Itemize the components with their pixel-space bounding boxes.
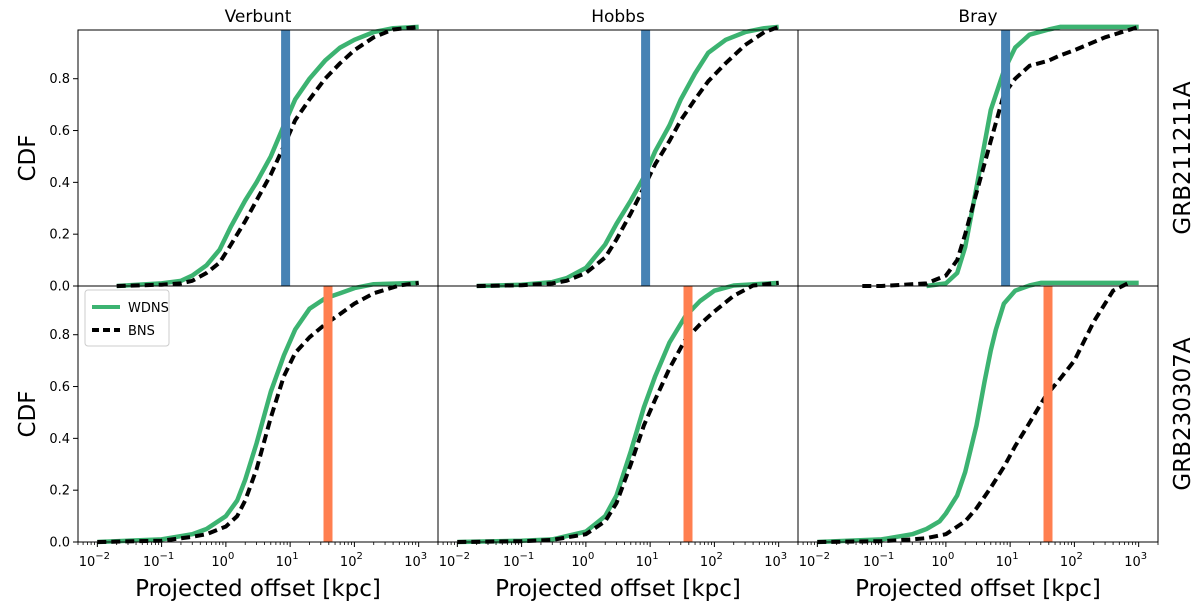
series-bns-grb211211a-bray bbox=[862, 24, 1140, 288]
y-tick-label-grb211211a-verbunt-0: 0.0 bbox=[49, 280, 70, 295]
x-tick-label-grb230307a-hobbs-5: 103 bbox=[764, 551, 787, 570]
y-axis-label-bottom: CDF bbox=[15, 391, 41, 438]
x-tick-label-grb230307a-hobbs-1: 10−1 bbox=[503, 551, 534, 570]
y-tick-label-grb211211a-verbunt-2: 0.4 bbox=[49, 176, 70, 191]
y-tick-label-grb211211a-verbunt-3: 0.6 bbox=[49, 124, 70, 139]
legend: WDNS BNS bbox=[84, 289, 170, 347]
x-tick-label-grb230307a-verbunt-3: 101 bbox=[276, 551, 299, 570]
x-tick-label-grb230307a-verbunt-5: 103 bbox=[404, 551, 427, 570]
series-wdns-grb230307a-verbunt bbox=[97, 280, 419, 545]
offset-marker-grb211211a-bray bbox=[1001, 30, 1011, 286]
y-tick-label-grb230307a-verbunt-3: 0.6 bbox=[49, 380, 70, 395]
x-axis-label-hobbs: Projected offset [kpc] bbox=[495, 576, 741, 602]
x-tick-label-grb230307a-hobbs-4: 102 bbox=[700, 551, 723, 570]
x-axis-label-bray: Projected offset [kpc] bbox=[855, 576, 1101, 602]
series-wdns-grb230307a-bray bbox=[817, 280, 1139, 545]
offset-marker-grb230307a-bray bbox=[1043, 286, 1053, 542]
offset-marker-grb211211a-verbunt bbox=[281, 30, 291, 286]
y-tick-label-grb230307a-verbunt-4: 0.8 bbox=[49, 328, 70, 343]
column-title-bray: Bray bbox=[958, 7, 997, 27]
row-label-grb230307a: GRB230307A bbox=[1170, 337, 1196, 490]
legend-frame bbox=[84, 289, 170, 347]
offset-marker-grb211211a-hobbs bbox=[641, 30, 651, 286]
series-bns-grb230307a-verbunt bbox=[97, 280, 419, 544]
y-tick-label-grb211211a-verbunt-1: 0.2 bbox=[49, 228, 70, 243]
column-title-hobbs: Hobbs bbox=[591, 7, 645, 27]
legend-bns-label: BNS bbox=[128, 324, 155, 339]
x-tick-label-grb230307a-verbunt-2: 100 bbox=[211, 551, 234, 570]
panel-frame-grb211211a-verbunt bbox=[77, 29, 439, 287]
panel-grb230307a-hobbs: 10−2 10−1 100 101 102 103 bbox=[437, 280, 799, 570]
panels-layer: 0.00.20.40.60.80.00.20.40.60.810−2 10−1 10… bbox=[49, 24, 1159, 570]
panel-frame-grb230307a-bray bbox=[797, 285, 1159, 543]
row-label-grb211211a: GRB211211A bbox=[1170, 81, 1196, 234]
series-bns-grb230307a-hobbs bbox=[457, 280, 779, 544]
panel-frame-grb211211a-hobbs bbox=[437, 29, 799, 287]
x-tick-label-grb230307a-hobbs-2: 100 bbox=[571, 551, 594, 570]
x-tick-label-grb230307a-bray-0: 10−2 bbox=[799, 551, 830, 570]
x-axis-label-verbunt: Projected offset [kpc] bbox=[135, 576, 381, 602]
x-tick-label-grb230307a-verbunt-4: 102 bbox=[340, 551, 363, 570]
series-bns-grb211211a-hobbs bbox=[476, 25, 780, 288]
x-tick-label-grb230307a-verbunt-0: 10−2 bbox=[79, 551, 110, 570]
x-tick-label-grb230307a-bray-1: 10−1 bbox=[863, 551, 894, 570]
y-tick-label-grb230307a-verbunt-1: 0.2 bbox=[49, 484, 70, 499]
column-title-verbunt: Verbunt bbox=[225, 7, 292, 27]
series-wdns-grb211211a-verbunt bbox=[116, 24, 419, 289]
legend-wdns-label: WDNS bbox=[128, 301, 169, 316]
series-bns-grb230307a-bray bbox=[817, 281, 1130, 544]
x-tick-label-grb230307a-bray-4: 102 bbox=[1060, 551, 1083, 570]
y-axis-label-top: CDF bbox=[15, 135, 41, 182]
x-tick-label-grb230307a-hobbs-0: 10−2 bbox=[439, 551, 470, 570]
panel-grb211211a-verbunt: 0.0 0.2 0.4 0.6 0.8 bbox=[49, 24, 439, 295]
series-bns-grb211211a-verbunt bbox=[116, 24, 419, 288]
offset-marker-grb230307a-hobbs bbox=[683, 286, 693, 542]
x-tick-label-grb230307a-bray-3: 101 bbox=[996, 551, 1019, 570]
x-tick-label-grb230307a-bray-2: 100 bbox=[931, 551, 954, 570]
y-tick-label-grb230307a-verbunt-0: 0.0 bbox=[49, 536, 70, 551]
x-tick-label-grb230307a-verbunt-1: 10−1 bbox=[143, 551, 174, 570]
series-wdns-grb211211a-hobbs bbox=[476, 24, 779, 289]
y-tick-label-grb230307a-verbunt-2: 0.4 bbox=[49, 432, 70, 447]
panel-frame-grb211211a-bray bbox=[797, 29, 1159, 287]
offset-marker-grb230307a-verbunt bbox=[323, 286, 333, 542]
x-tick-label-grb230307a-hobbs-3: 101 bbox=[636, 551, 659, 570]
panel-grb211211a-bray bbox=[797, 24, 1159, 289]
y-tick-label-grb211211a-verbunt-4: 0.8 bbox=[49, 72, 70, 87]
x-tick-label-grb230307a-bray-5: 103 bbox=[1124, 551, 1147, 570]
panel-grb211211a-hobbs bbox=[437, 24, 799, 289]
panel-grb230307a-bray: 10−2 10−1 100 101 102 103 bbox=[797, 280, 1159, 570]
series-wdns-grb211211a-bray bbox=[926, 24, 1139, 289]
panel-grb230307a-verbunt: 0.0 0.2 0.4 0.6 0.8 10−2 10−1 100 101 102 103 bbox=[49, 280, 439, 570]
